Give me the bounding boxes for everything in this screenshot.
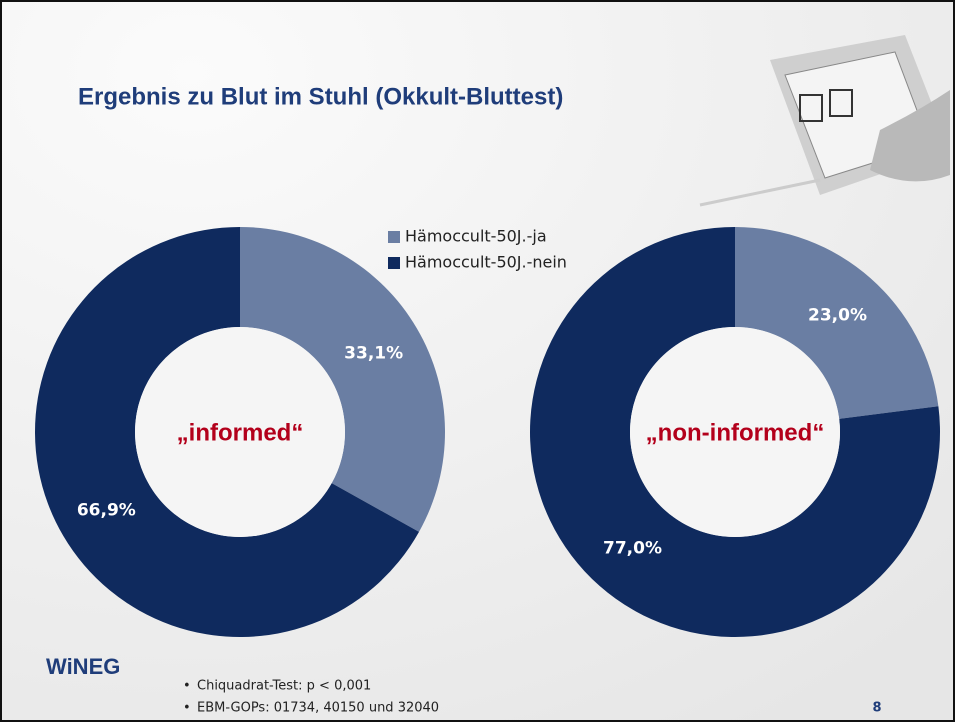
logo: WiNEG: [46, 654, 120, 679]
donut-slice: [529, 227, 940, 638]
photo: [699, 35, 950, 207]
title: Ergebnis zu Blut im Stuhl (Okkult-Blutte…: [78, 83, 563, 110]
bullet: •: [183, 679, 191, 694]
legend-label: Hämoccult-50J.-ja: [405, 227, 547, 246]
legend-label: Hämoccult-50J.-nein: [405, 253, 567, 272]
note: Chiquadrat-Test: p < 0,001: [197, 679, 371, 694]
note: EBM-GOPs: 01734, 40150 und 32040: [197, 701, 439, 716]
donut-slice: [35, 227, 420, 637]
bullet: •: [183, 701, 191, 716]
data-label: 66,9%: [77, 500, 136, 520]
donut-hole: [630, 327, 840, 537]
center-label: „informed“: [177, 419, 304, 446]
page-number: 8: [872, 701, 881, 716]
donut-hole: [135, 327, 345, 537]
legend-swatch: [388, 257, 400, 269]
data-label: 77,0%: [603, 538, 662, 558]
donut-slice: [240, 227, 445, 532]
legend-swatch: [388, 231, 400, 243]
data-label: 33,1%: [344, 344, 403, 364]
data-label: 23,0%: [808, 306, 867, 326]
center-label: „non-informed“: [646, 419, 825, 446]
donut-slice: [735, 227, 939, 419]
